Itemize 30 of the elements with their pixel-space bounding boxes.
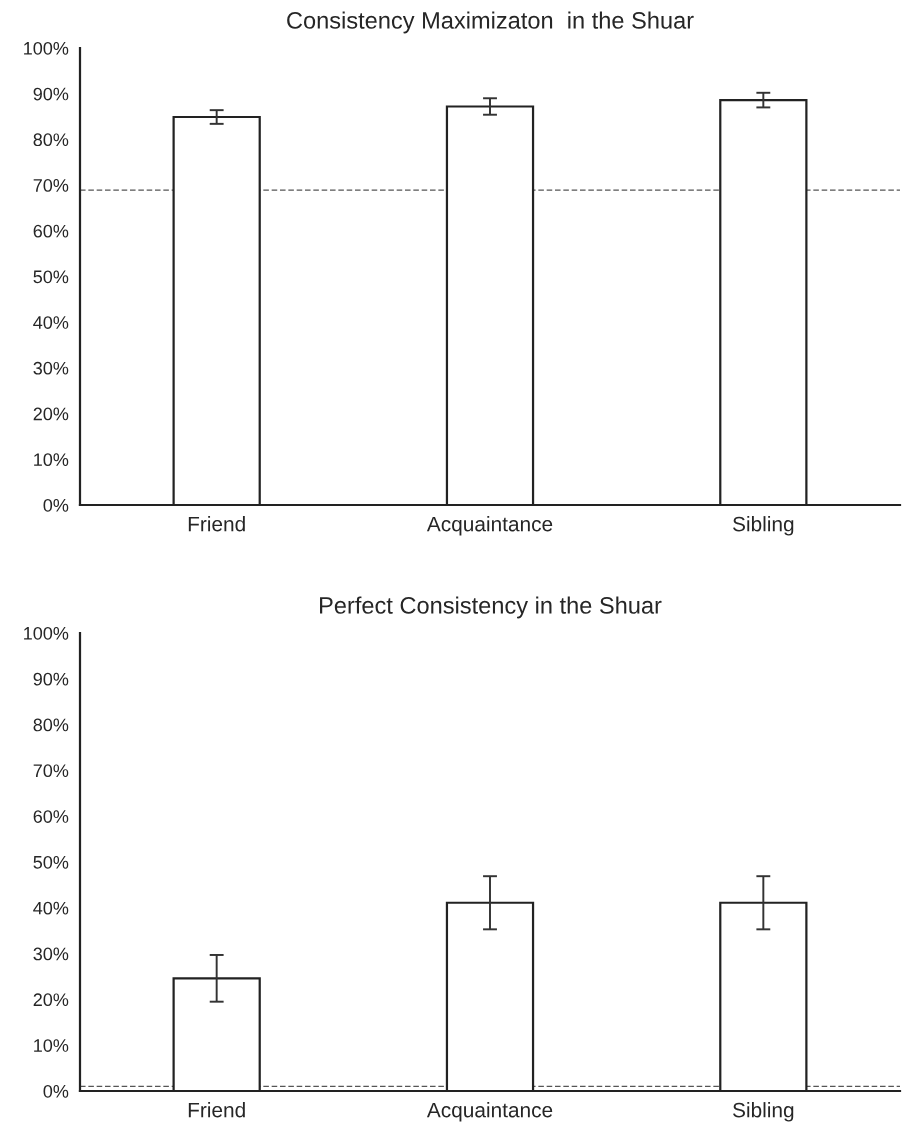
y-tick-label: 70%: [33, 179, 69, 192]
y-tick-label: 80%: [33, 718, 69, 732]
y-tick-label: 70%: [33, 764, 69, 778]
y-tick-label: 100%: [24, 41, 69, 55]
y-tick-label: 20%: [33, 407, 69, 421]
y-tick-label: 20%: [33, 993, 69, 1007]
x-tick-label: Sibling: [733, 516, 794, 536]
y-tick-label: 60%: [33, 224, 69, 238]
chart-title: Perfect Consistency in the Shuar: [320, 596, 662, 619]
y-tick-label: 0%: [43, 498, 69, 512]
y-tick-label: 30%: [33, 361, 69, 375]
y-tick-label: 10%: [34, 453, 69, 467]
chart-title: Consistency Maximizaton in the Shuar: [287, 11, 694, 34]
y-tick-label: 100%: [24, 626, 69, 640]
x-tick-label: Acquaintance: [426, 1102, 553, 1122]
y-tick-label: 10%: [34, 1039, 69, 1052]
y-tick-label: 50%: [33, 855, 69, 869]
y-tick-label: 40%: [33, 901, 69, 915]
y-tick-label: 50%: [33, 270, 69, 284]
x-tick-label: Acquaintance: [426, 516, 553, 536]
y-tick-label: 40%: [33, 316, 69, 329]
x-tick-label: Friend: [188, 1102, 245, 1118]
y-tick-label: 30%: [33, 947, 69, 961]
x-tick-label: Friend: [188, 516, 245, 532]
y-tick-label: 60%: [33, 810, 69, 823]
y-tick-label: 90%: [33, 87, 69, 101]
y-tick-label: 90%: [33, 672, 69, 686]
y-tick-label: 80%: [33, 133, 69, 147]
y-tick-label: 0%: [43, 1084, 69, 1098]
x-tick-label: Sibling: [733, 1102, 794, 1122]
